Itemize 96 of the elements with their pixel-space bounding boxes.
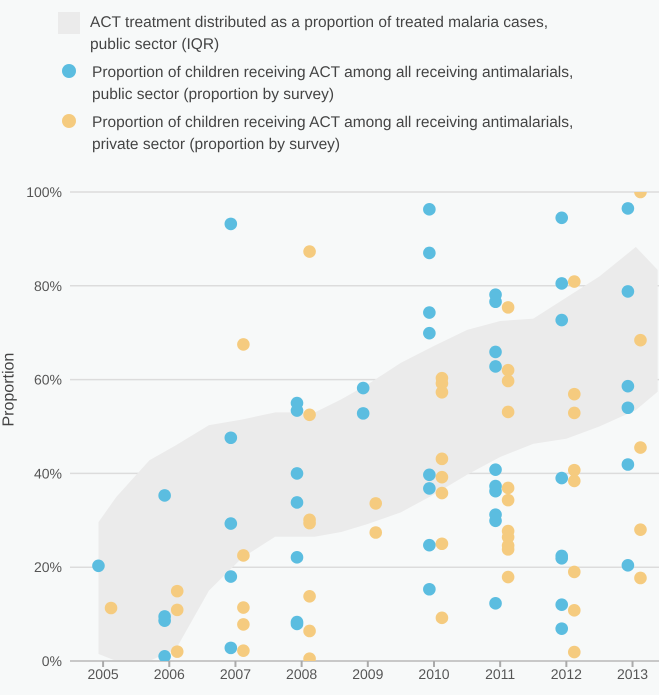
point	[489, 463, 502, 476]
point	[423, 582, 436, 596]
point	[423, 203, 436, 216]
y-tick-label: 0%	[42, 652, 62, 669]
point	[237, 601, 250, 614]
point	[356, 407, 370, 420]
point	[237, 338, 250, 351]
point	[423, 482, 436, 495]
point	[170, 584, 184, 598]
point	[568, 474, 581, 488]
point	[568, 464, 581, 476]
point	[436, 612, 448, 624]
point	[423, 306, 436, 319]
point	[436, 452, 448, 466]
point	[224, 431, 238, 444]
y-tick-label: 20%	[34, 559, 62, 576]
point	[423, 246, 436, 260]
point	[237, 644, 250, 657]
point	[369, 526, 382, 539]
point	[622, 380, 634, 392]
point	[423, 326, 436, 340]
point	[224, 218, 238, 230]
y-tick-label: 40%	[34, 465, 62, 482]
point	[568, 566, 581, 578]
legend-label: Proportion of children receiving ACT among all receiving antimalarials, public sector (proportion by survey)	[92, 63, 574, 105]
point	[92, 559, 105, 572]
point	[634, 523, 647, 536]
point	[568, 604, 581, 617]
point	[555, 314, 568, 326]
point	[502, 406, 514, 418]
point	[436, 537, 448, 550]
point	[622, 559, 634, 572]
point	[555, 598, 568, 612]
point	[622, 202, 634, 215]
point	[555, 277, 568, 290]
point	[423, 538, 436, 552]
point	[303, 624, 316, 638]
point	[290, 496, 304, 509]
point	[502, 482, 514, 494]
point	[622, 285, 634, 298]
point	[290, 551, 304, 564]
point	[555, 472, 568, 484]
point	[423, 468, 436, 482]
x-tick-label: 2009	[352, 666, 384, 682]
x-tick-label: 2005	[88, 666, 119, 682]
x-tick-label: 2010	[418, 666, 450, 682]
point	[622, 401, 634, 414]
point	[356, 382, 370, 394]
point	[568, 406, 581, 420]
point	[489, 360, 502, 373]
x-tick-label: 2007	[220, 666, 252, 682]
point	[568, 646, 581, 658]
point	[502, 494, 514, 506]
point	[436, 486, 448, 500]
point	[489, 346, 502, 358]
point	[622, 458, 634, 471]
x-tick-label: 2012	[550, 666, 582, 682]
y-tick-label: 100%	[26, 184, 62, 200]
point	[634, 334, 647, 347]
point	[634, 441, 647, 454]
legend-label: Proportion of children receiving ACT among all receiving antimalarials, private sector (proportion by survey)	[92, 113, 574, 155]
y-tick-label: 80%	[34, 278, 62, 294]
point	[502, 570, 514, 584]
point	[290, 467, 304, 480]
point	[224, 517, 238, 530]
point	[158, 650, 171, 661]
legend-label: ACT treatment distributed as a proportion of treated malaria cases, public sector (IQR)	[90, 13, 550, 55]
point	[555, 211, 568, 224]
point	[436, 386, 448, 399]
point	[502, 374, 514, 388]
x-tick-label: 2013	[616, 666, 648, 682]
point	[170, 604, 184, 616]
y-axis-title: Proportion	[0, 352, 18, 426]
point	[568, 275, 581, 288]
point	[303, 590, 316, 603]
point	[502, 364, 514, 377]
point	[158, 489, 171, 502]
point	[237, 549, 250, 562]
point	[502, 301, 514, 314]
point	[555, 622, 568, 635]
x-tick-label: 2008	[286, 666, 318, 682]
point	[104, 602, 118, 614]
point	[224, 642, 238, 654]
point	[303, 245, 316, 258]
point	[369, 497, 382, 510]
point	[170, 645, 184, 658]
point	[489, 597, 502, 610]
point	[237, 618, 250, 631]
point	[634, 572, 647, 584]
point	[568, 388, 581, 400]
point	[436, 470, 448, 484]
point	[224, 570, 238, 583]
point	[303, 408, 316, 422]
x-tick-label: 2011	[485, 666, 516, 682]
x-tick-label: 2006	[154, 666, 186, 682]
y-tick-label: 60%	[34, 372, 62, 388]
